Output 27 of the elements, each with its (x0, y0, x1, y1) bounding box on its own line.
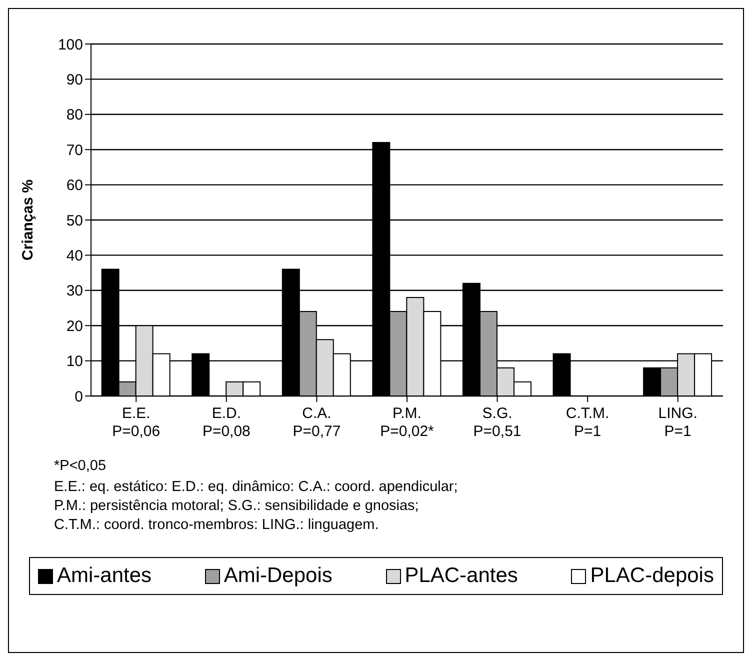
text: P.M.: persistência motoral; S.G.: sensibilidade e gnosias; (54, 497, 420, 516)
y-tick-label: 60 (66, 177, 83, 194)
y-tick-label: 100 (58, 36, 83, 54)
legend-label: Ami-antes (57, 564, 152, 588)
y-tick-label: 70 (66, 142, 83, 159)
legend-label: PLAC-antes (404, 564, 518, 588)
y-tick-label: 20 (66, 318, 83, 335)
y-axis-title: Crianças % (19, 180, 36, 260)
x-tick-label: C.A. P=0,77 (292, 405, 341, 440)
x-tick-label: LING. P=1 (658, 405, 698, 440)
text: *P<0,05 (54, 457, 108, 476)
y-tick-label: 50 (66, 212, 83, 230)
x-tick-label: C.T.M. P=1 (566, 405, 610, 440)
legend-label: PLAC-depois (590, 564, 714, 588)
x-tick-label: S.G. P=0,51 (473, 405, 522, 440)
text: C.T.M.: coord. tronco-membros: LING.: linguagem. (54, 516, 380, 535)
y-tick-label: 0 (74, 388, 83, 406)
legend-label: Ami-Depois (224, 564, 332, 588)
x-tick-label: E.E. P=0,06 (112, 405, 160, 440)
y-tick-label: 90 (66, 72, 83, 89)
text: E.E.: eq. estático: E.D.: eq. dinâmico: C.A.: coord. apendicular; (54, 478, 459, 497)
x-tick-label: P.M. P=0,02* (380, 405, 434, 440)
x-tick-label: E.D. P=0,08 (202, 405, 250, 440)
y-tick-label: 30 (66, 282, 83, 300)
y-tick-label: 10 (66, 353, 83, 370)
y-tick-label: 40 (66, 248, 83, 265)
y-tick-label: 80 (66, 106, 83, 124)
